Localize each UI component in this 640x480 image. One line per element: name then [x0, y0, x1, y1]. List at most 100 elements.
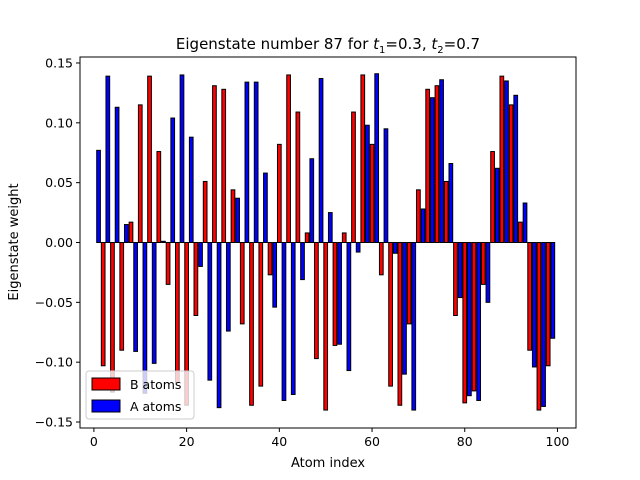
y-axis-label: Eigenstate weight [7, 183, 22, 300]
bar-a-atoms-31 [235, 197, 240, 243]
bar-b-atoms-46 [304, 232, 310, 243]
bar-b-atoms-80 [462, 242, 468, 404]
bar-b-atoms-54 [341, 232, 347, 243]
bar-a-atoms-41 [281, 242, 287, 401]
bar-b-atoms-72 [425, 88, 431, 243]
bar-a-atoms-25 [207, 242, 213, 381]
bar-b-atoms-16 [165, 242, 171, 285]
x-tick-label-20: 20 [179, 434, 195, 449]
x-axis-ticks: 0 20 40 60 80 100 [90, 428, 570, 449]
bar-a-atoms-21 [188, 136, 194, 243]
bar-a-atoms-13 [151, 242, 157, 364]
bar-b-atoms-62 [378, 242, 384, 276]
legend-swatch-b-atoms [91, 377, 121, 391]
bar-b-atoms-44 [295, 111, 301, 243]
bar-a-atoms-61 [374, 73, 380, 243]
bar-b-atoms-96 [536, 242, 542, 411]
y-tick-label-5: 0.10 [45, 115, 73, 130]
x-tick-label-60: 60 [364, 434, 380, 449]
y-tick-label-1: −0.10 [35, 355, 73, 370]
bar-b-atoms-82 [471, 242, 477, 392]
bar-a-atoms-17 [170, 117, 176, 243]
bar-b-atoms-40 [276, 143, 282, 243]
bar-a-atoms-5 [114, 106, 120, 244]
bar-a-atoms-39 [272, 242, 278, 308]
bar-a-atoms-93 [522, 202, 528, 243]
bar-b-atoms-90 [508, 104, 514, 244]
bar-b-atoms-70 [416, 189, 421, 243]
bar-b-atoms-14 [156, 151, 162, 243]
bar-b-atoms-58 [360, 74, 366, 243]
y-tick-label-2: −0.05 [35, 295, 73, 310]
bar-a-atoms-75 [439, 79, 444, 243]
legend-label-a-atoms: A atoms [130, 399, 181, 414]
bar-b-atoms-64 [388, 242, 393, 387]
bar-b-atoms-84 [480, 242, 486, 285]
bar-a-atoms-73 [429, 97, 435, 243]
bar-a-atoms-33 [244, 81, 250, 243]
x-tick-label-0: 0 [90, 434, 98, 449]
bar-b-atoms-22 [193, 242, 199, 316]
bar-a-atoms-15 [161, 240, 166, 244]
bar-a-atoms-69 [411, 242, 417, 411]
bar-b-atoms-34 [249, 242, 254, 406]
bar-a-atoms-47 [309, 158, 315, 243]
bar-b-atoms-86 [490, 151, 495, 243]
bar-b-atoms-74 [434, 85, 440, 243]
bar-b-atoms-66 [397, 242, 403, 406]
y-axis-ticks: −0.15 −0.10 −0.05 0.00 0.05 0.10 0.15 [35, 55, 80, 430]
bar-a-atoms-67 [402, 242, 407, 375]
x-tick-label-100: 100 [546, 434, 570, 449]
bar-b-atoms-50 [323, 242, 329, 411]
bar-a-atoms-91 [513, 94, 519, 243]
bar-a-atoms-3 [105, 75, 111, 244]
bar-b-atoms-30 [230, 189, 236, 243]
bar-b-atoms-8 [128, 221, 134, 243]
bar-a-atoms-79 [457, 242, 463, 299]
bar-b-atoms-52 [332, 242, 338, 346]
y-tick-label-0: −0.15 [35, 415, 73, 430]
bar-b-atoms-94 [527, 242, 532, 351]
y-tick-label-3: 0.00 [45, 235, 73, 250]
bar-a-atoms-65 [392, 242, 398, 254]
bar-b-atoms-88 [499, 75, 505, 244]
bar-a-atoms-71 [420, 208, 426, 244]
bar-b-atoms-76 [443, 180, 449, 244]
bar-b-atoms-56 [351, 111, 356, 243]
legend-swatch-a-atoms [91, 399, 121, 413]
bar-a-atoms-45 [300, 242, 305, 281]
chart-title: Eigenstate number 87 for t1=0.3, t2=0.7 [176, 35, 480, 56]
bar-b-atoms-6 [119, 242, 125, 351]
bar-b-atoms-12 [147, 75, 152, 244]
bar-a-atoms-95 [531, 242, 537, 368]
bar-a-atoms-27 [216, 242, 222, 409]
bar-a-atoms-55 [346, 242, 352, 372]
bar-b-atoms-2 [100, 242, 106, 367]
bar-b-atoms-78 [453, 242, 458, 316]
bar-b-atoms-68 [406, 242, 412, 325]
bar-b-atoms-36 [258, 242, 264, 387]
bar-a-atoms-29 [225, 242, 231, 332]
bar-a-atoms-81 [467, 242, 472, 397]
bar-a-atoms-99 [550, 242, 556, 339]
bar-a-atoms-43 [290, 242, 296, 395]
bar-b-atoms-38 [267, 242, 273, 276]
legend-label-b-atoms: B atoms [130, 377, 181, 392]
bar-b-atoms-24 [202, 180, 208, 244]
bar-b-atoms-28 [221, 88, 227, 243]
bar-a-atoms-49 [318, 78, 324, 244]
bar-a-atoms-89 [504, 80, 509, 243]
bar-a-atoms-53 [337, 242, 342, 345]
bar-a-atoms-7 [124, 224, 129, 244]
bar-a-atoms-9 [133, 242, 138, 352]
bar-a-atoms-83 [476, 242, 482, 401]
bar-b-atoms-60 [369, 143, 375, 243]
bar-a-atoms-19 [179, 74, 185, 243]
bar-a-atoms-85 [485, 242, 491, 303]
bar-a-atoms-97 [541, 242, 546, 407]
bar-b-atoms-92 [518, 221, 523, 243]
bar-a-atoms-51 [327, 212, 333, 244]
bar-b-atoms-98 [545, 242, 551, 367]
bar-a-atoms-57 [355, 242, 361, 253]
